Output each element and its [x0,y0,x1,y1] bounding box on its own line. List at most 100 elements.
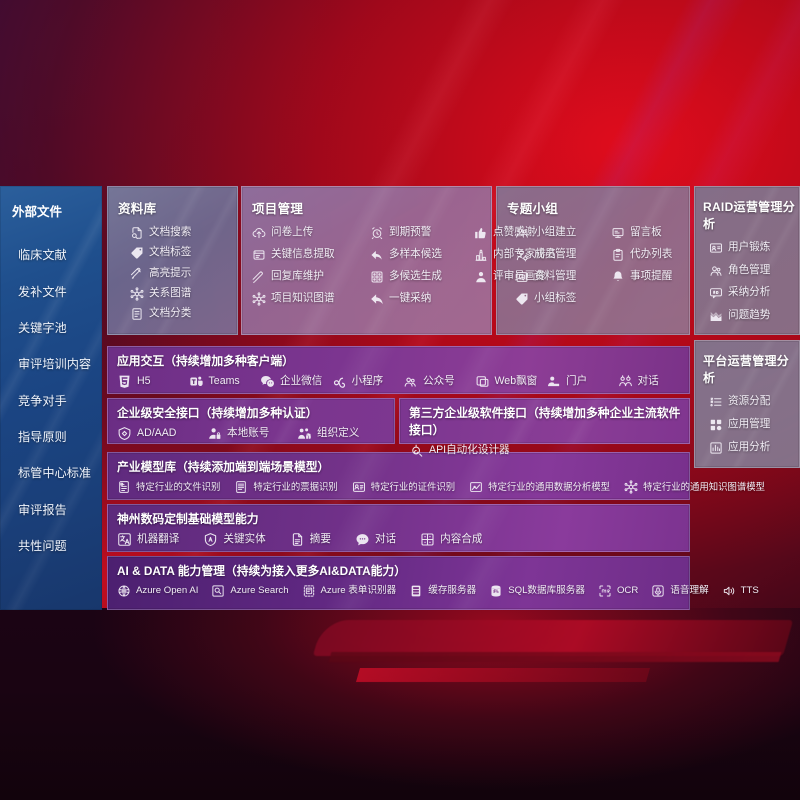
feature-item[interactable]: 代办列表 [611,248,689,262]
feature-item[interactable]: 语音理解 [651,584,709,598]
feature-item[interactable]: 文档搜索 [130,226,237,240]
feature-item[interactable]: 本地账号 [207,426,297,441]
dialog-people-icon [618,374,633,389]
feature-item[interactable]: 文档分类 [130,307,237,321]
feature-item[interactable]: 小组建立 [515,226,611,240]
wecom-icon [260,374,275,389]
feature-item[interactable]: 公众号 [403,374,475,389]
entity-icon [203,532,218,547]
feature-item[interactable]: 应用管理 [709,418,799,432]
feature-item[interactable]: 文档标签 [130,246,237,260]
feature-item[interactable]: 角色管理 [709,264,799,278]
feature-item[interactable]: 特定行业的证件识别 [352,480,455,494]
feature-item[interactable]: 小组标签 [515,292,611,306]
feature-item[interactable]: 小程序 [332,374,404,389]
feature-item[interactable]: 关系图谱 [130,287,237,301]
feature-item-label: 小组建立 [534,226,577,239]
cloud-upload-icon [252,226,266,240]
feature-item[interactable]: 采纳分析 [709,286,799,300]
feature-item[interactable]: OCR [598,584,638,598]
feature-item[interactable]: 留言板 [611,226,689,240]
sidebar-item[interactable]: 审评培训内容 [18,357,92,372]
feature-item-label: 多候选生成 [389,270,442,283]
feature-item[interactable]: 问题趋势 [709,309,799,323]
feature-item-label: API自动化设计器 [429,443,510,456]
thumbs-up-icon [474,226,488,240]
feature-item[interactable]: 点赞感谢 [474,226,557,240]
feature-item[interactable]: AD/AAD [117,426,207,441]
feature-item[interactable]: Teams [189,374,261,389]
sidebar-item[interactable]: 审评报告 [18,502,67,517]
feature-item-label: OCR [616,584,639,596]
feature-item[interactable]: 机器翻译 [117,532,179,547]
highlight-pen-icon [130,266,144,280]
background-bar-shape-3 [355,668,651,682]
sidebar-item[interactable]: 关键字池 [18,320,67,335]
feature-item[interactable]: 项目知识图谱 [252,292,370,306]
feature-item-label: 文档搜索 [149,226,192,239]
feature-item[interactable]: Azure 表单识别器 [302,584,396,598]
feature-item[interactable]: Azure Search [211,584,289,598]
panel-resource-library: 资料库 文档搜索 文档标签 高亮提示 关系图谱 文档分类 [107,186,238,335]
feature-item-label: 留言板 [630,226,662,239]
sidebar-item[interactable]: 共性问题 [18,539,67,554]
feature-item[interactable]: 多样本候选 [370,248,474,262]
feature-item-label: 摘要 [309,532,331,545]
feature-item[interactable]: 资料管理 [515,270,611,284]
feature-item[interactable]: 多候选生成 [370,270,474,284]
feature-item[interactable]: 缓存服务器 [409,584,476,598]
cache-server-icon [409,584,423,598]
sidebar-item[interactable]: 指导原则 [18,430,67,445]
feature-item[interactable]: 成员管理 [515,248,611,262]
feature-item[interactable]: 组织定义 [297,426,387,441]
feature-item[interactable]: Azure Open AI [117,584,198,598]
feature-item[interactable]: 应用分析 [709,441,799,455]
sidebar-item[interactable]: 发补文件 [18,284,67,299]
feature-item[interactable]: 资源分配 [709,395,799,409]
feature-item[interactable]: 用户锻炼 [709,241,799,255]
feature-item[interactable]: 到期预警 [370,226,474,240]
web-popup-icon [475,374,490,389]
panel-title-raid-analysis: RAID运营管理分析 [703,200,796,231]
feature-item[interactable]: 关键实体 [203,532,266,547]
feature-item[interactable]: TTS [722,584,759,598]
feature-item[interactable]: 高亮提示 [130,266,237,280]
feature-item[interactable]: 对话 [618,374,690,389]
sidebar-item[interactable]: 标管中心标准 [18,466,92,481]
band-base-model-capability: 神州数码定制基础模型能力 机器翻译 关键实体 摘要 对话 内容合成 [107,504,690,552]
feature-item[interactable]: 对话 [355,532,396,547]
feature-item[interactable]: 特定行业的文件识别 [117,480,220,494]
feature-item-label: 事项提醒 [630,270,673,283]
feature-item-label: 项目知识图谱 [271,292,335,305]
tts-icon [722,584,736,598]
feature-item[interactable]: 摘要 [290,532,331,547]
feature-item[interactable]: 一键采纳 [370,292,474,306]
extract-icon [252,248,266,262]
band-title-ai-data-capability: AI & DATA 能力管理（持续为接入更多AI&DATA能力） [117,564,407,578]
list-allocation-icon [709,395,723,409]
feature-item[interactable]: 问卷上传 [252,226,370,240]
feature-item[interactable]: 特定行业的通用知识图谱模型 [624,480,765,494]
feature-item[interactable]: Web飘窗 [475,374,547,389]
feature-item[interactable]: 企业微信 [260,374,332,389]
feature-item[interactable]: H5 [117,374,189,389]
sidebar-item[interactable]: 临床文献 [18,248,67,263]
feature-item[interactable]: 内容合成 [420,532,483,547]
feature-item[interactable]: 内部专家排名 [474,248,557,262]
archive-icon [515,270,529,284]
feature-item[interactable]: 回复库维护 [252,270,370,284]
portal-icon [546,374,561,389]
feature-item[interactable]: SQL数据库服务器 [489,584,585,598]
document-search-icon [130,226,144,240]
sidebar-item[interactable]: 竞争对手 [18,393,67,408]
invoice-recognition-icon [234,480,248,494]
knowledge-graph-icon [252,292,266,306]
feature-item[interactable]: 特定行业的通用数据分析模型 [469,480,610,494]
feature-item-label: 对话 [374,532,397,545]
band-industry-model-library: 产业模型库（持续添加端到端场景模型） 特定行业的文件识别 特定行业的票据识别 特定行… [107,452,765,500]
feature-item[interactable]: 门户 [546,374,618,389]
feature-item[interactable]: API自动化设计器 [409,443,510,458]
feature-item[interactable]: 关键信息提取 [252,248,370,262]
feature-item[interactable]: 特定行业的票据识别 [234,480,338,494]
feature-item[interactable]: 事项提醒 [611,270,689,284]
